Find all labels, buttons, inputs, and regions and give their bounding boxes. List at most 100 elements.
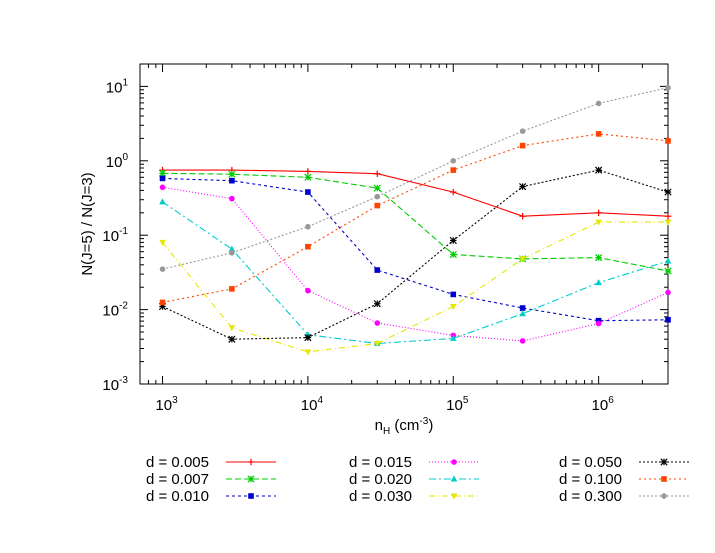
data-point (664, 267, 672, 275)
x-axis: 103 104 105 106 (139, 64, 669, 414)
data-point (305, 223, 311, 230)
legend-label: d = 0.030 (349, 488, 412, 505)
data-point (158, 169, 167, 177)
data-point (519, 128, 526, 134)
data-point (519, 213, 526, 220)
series-9 (159, 84, 671, 272)
y-tick-label-base: 10 (102, 228, 119, 245)
y-tick-label-base: 10 (102, 303, 119, 320)
data-point (373, 341, 381, 348)
x-axis-title-unit-sup: -3 (419, 416, 428, 427)
series-line (162, 87, 669, 270)
y-tick-label-base: 10 (106, 79, 123, 96)
data-point (595, 219, 602, 226)
data-point (159, 266, 166, 272)
x-tick-label-exp: 6 (608, 395, 614, 406)
data-point (248, 493, 254, 499)
legend-item: d = 0.050 (559, 454, 689, 471)
series-7 (158, 166, 672, 343)
legend-item: d = 0.300 (559, 488, 689, 505)
legend-item: d = 0.005 (146, 454, 276, 471)
series-layer (158, 84, 672, 356)
x-axis-title-sub: H (383, 426, 390, 437)
series-8 (159, 131, 671, 306)
legend-label: d = 0.015 (349, 454, 412, 471)
x-axis-title: nH (cm-3) (375, 416, 434, 437)
x-axis-title-base: n (375, 417, 383, 434)
x-tick-label-base: 10 (301, 397, 318, 414)
data-point (449, 334, 457, 341)
legend-item: d = 0.010 (146, 488, 276, 505)
series-6 (159, 219, 672, 356)
y-tick-label-exp: -1 (119, 226, 128, 237)
x-axis-title-unit-post: ) (428, 417, 433, 434)
y-tick-label-exp: 1 (122, 77, 128, 88)
data-point (595, 131, 602, 137)
y-tick-label-base: 10 (106, 154, 123, 171)
x-tick-label-base: 10 (592, 397, 609, 414)
data-point (373, 184, 381, 192)
x-tick-label: 105 (446, 395, 469, 414)
legend-label: d = 0.300 (559, 488, 622, 505)
data-point (247, 475, 255, 483)
data-point (519, 310, 526, 317)
legend-item: d = 0.015 (349, 454, 479, 471)
data-point (373, 300, 381, 308)
data-point (247, 458, 255, 466)
data-point (229, 249, 235, 256)
data-point (449, 250, 457, 259)
y-tick-label-exp: -2 (119, 301, 128, 312)
y-tick-label: 100 (106, 152, 129, 171)
data-point (595, 279, 602, 286)
data-point (305, 189, 311, 195)
series-5 (159, 198, 672, 347)
data-point (519, 256, 526, 263)
data-point (159, 175, 166, 182)
legend-label: d = 0.050 (559, 454, 622, 471)
data-point (228, 325, 236, 332)
x-tick-label-exp: 5 (463, 395, 469, 406)
x-tick-label-base: 10 (155, 397, 172, 414)
data-point (228, 245, 236, 252)
data-point (664, 188, 672, 196)
x-tick-label-exp: 3 (172, 395, 178, 406)
series-4 (159, 184, 671, 344)
legend-label: d = 0.100 (559, 471, 622, 488)
data-point (665, 138, 671, 144)
x-tick-label: 104 (301, 395, 324, 414)
data-point (595, 253, 603, 262)
series-line (162, 201, 669, 345)
data-point (229, 195, 235, 202)
series-2 (158, 169, 672, 275)
data-point (519, 305, 526, 311)
data-point (661, 476, 667, 482)
data-point (305, 287, 311, 294)
data-point (159, 299, 166, 306)
data-point (374, 193, 381, 200)
y-tick-label: 10-1 (102, 226, 128, 245)
data-point (595, 317, 602, 324)
data-point (519, 338, 526, 344)
x-tick-label-base: 10 (446, 397, 463, 414)
y-tick-label-exp: 0 (122, 152, 128, 163)
data-point (450, 493, 458, 500)
data-point (519, 142, 526, 149)
data-point (451, 459, 457, 465)
data-point (374, 170, 381, 177)
series-line (162, 221, 668, 353)
series-line (162, 186, 669, 342)
y-tick-label-exp: -3 (119, 375, 128, 386)
data-point (449, 236, 457, 245)
data-point (665, 84, 671, 91)
data-point (228, 335, 236, 343)
data-point (304, 334, 312, 342)
data-point (595, 100, 602, 107)
data-point (374, 320, 381, 326)
data-point (595, 209, 602, 217)
data-point (304, 168, 312, 175)
x-axis-title-unit-pre: (cm (390, 417, 419, 434)
data-point (159, 198, 166, 205)
